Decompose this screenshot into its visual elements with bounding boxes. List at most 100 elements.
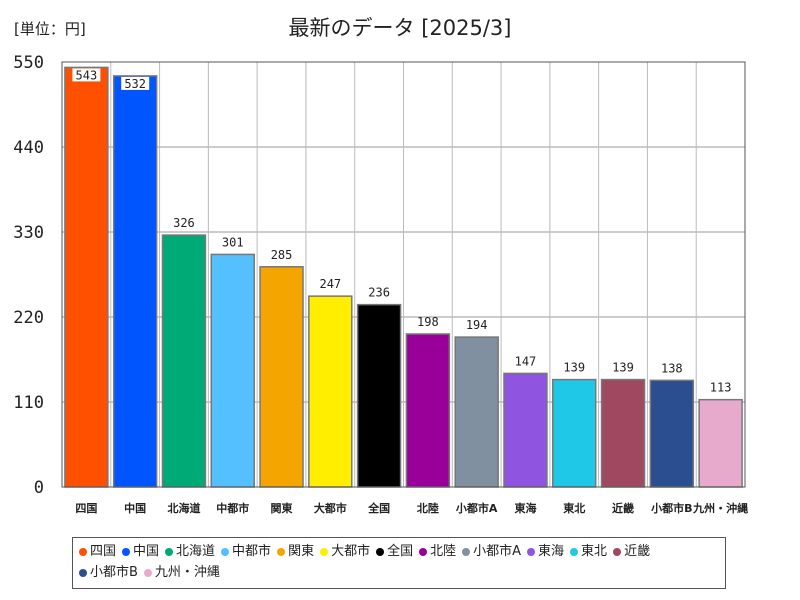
legend-label: 北陸	[430, 544, 457, 559]
data-label: 139	[612, 361, 634, 375]
legend-marker-icon	[143, 568, 152, 577]
data-label: 543	[76, 68, 98, 82]
legend-item: 東北	[570, 541, 607, 562]
bar	[454, 336, 499, 488]
data-label: 198	[417, 315, 439, 329]
bar	[308, 295, 353, 488]
x-tick-label: 近畿	[612, 501, 634, 515]
legend-item: 中国	[122, 541, 159, 562]
bar	[600, 378, 646, 488]
bar	[405, 333, 451, 488]
bar	[112, 75, 158, 488]
legend-marker-icon	[79, 568, 87, 577]
legend-item: 小都市B	[79, 562, 138, 583]
bar	[649, 379, 695, 488]
legend-label: 大都市	[331, 544, 371, 559]
data-label: 247	[319, 277, 341, 291]
legend-item: 全国	[376, 541, 413, 562]
legend-marker-icon	[462, 547, 471, 556]
legend-marker-icon	[165, 547, 174, 556]
legend-label: 東北	[581, 544, 608, 559]
legend: 四国 中国 北海道 中都市 関東 大都市 全国 北陸 小都市A 東海 東北 近畿小都市B 九州・沖縄	[72, 537, 726, 589]
y-axis-ticks: 0 110 220 330 440 550	[13, 53, 44, 498]
unit-label: [単位：円]	[14, 20, 86, 38]
x-tick-label: 関東	[271, 501, 294, 515]
data-label: 326	[173, 216, 195, 230]
x-tick-label: 東北	[563, 501, 585, 515]
bar	[698, 398, 743, 488]
legend-item: 北陸	[419, 541, 456, 562]
legend-item: 九州・沖縄	[143, 562, 220, 583]
legend-item: 近畿	[613, 541, 650, 562]
bars	[64, 66, 743, 488]
legend-label: 中国	[133, 544, 160, 559]
data-label: 139	[563, 361, 585, 375]
x-tick-label: 四国	[75, 502, 97, 515]
bar	[259, 266, 304, 488]
legend-marker-icon	[221, 547, 230, 556]
legend-item: 北海道	[165, 541, 215, 562]
legend-label: 四国	[90, 544, 117, 559]
bar	[552, 378, 597, 488]
bar	[161, 234, 207, 488]
data-label: 138	[661, 361, 683, 375]
legend-label: 小都市A	[473, 544, 522, 559]
x-tick-label: 中国	[124, 501, 146, 515]
legend-label: 東海	[538, 544, 565, 559]
data-label: 194	[466, 318, 488, 332]
data-label-bg	[72, 68, 101, 82]
legend-item: 小都市A	[462, 541, 521, 562]
legend-marker-icon	[613, 547, 622, 556]
data-labels: 543 532 326 301 285 247 236 198 194 147 139 139 138 1…	[72, 68, 732, 395]
x-tick-label: 全国	[367, 501, 390, 515]
legend-item: 関東	[277, 541, 314, 562]
y-tick-label: 110	[13, 393, 44, 413]
y-tick-label: 550	[13, 53, 44, 73]
legend-item: 大都市	[320, 541, 370, 562]
y-tick-label: 330	[13, 223, 44, 243]
legend-label: 全国	[387, 544, 414, 559]
legend-label: 近畿	[624, 544, 651, 559]
x-tick-label: 九州・沖縄	[692, 501, 748, 515]
x-axis-ticks: 四国 中国 北海道 中都市 関東 大都市 全国 北陸 小都市A 東海 東北 近畿 小都市B 九州・沖縄	[75, 501, 748, 515]
x-tick-label: 小都市A	[455, 501, 498, 515]
legend-marker-icon	[79, 547, 87, 556]
data-label: 301	[222, 235, 244, 249]
data-label: 532	[124, 77, 146, 91]
data-label: 147	[515, 354, 537, 368]
legend-marker-icon	[570, 547, 579, 556]
x-tick-label: 東海	[514, 501, 536, 515]
legend-item: 中都市	[221, 541, 271, 562]
bar	[64, 66, 109, 488]
data-label: 285	[271, 248, 293, 262]
legend-marker-icon	[122, 547, 131, 556]
x-tick-label: 北海道	[167, 501, 200, 515]
legend-label: 小都市B	[90, 565, 138, 580]
bar	[503, 372, 548, 488]
legend-item: 東海	[527, 541, 564, 562]
legend-item: 四国	[79, 541, 116, 562]
legend-label: 九州・沖縄	[154, 565, 220, 580]
bar	[210, 253, 255, 488]
x-tick-label: 小都市B	[650, 501, 692, 515]
x-tick-label: 大都市	[314, 501, 347, 515]
legend-label: 中都市	[232, 544, 272, 559]
x-tick-label: 北陸	[417, 501, 439, 515]
legend-marker-icon	[277, 547, 286, 556]
data-label-bg	[121, 76, 150, 90]
legend-marker-icon	[376, 547, 385, 556]
legend-label: 関東	[288, 544, 315, 559]
data-label: 113	[710, 381, 732, 395]
plot-frame	[61, 61, 746, 488]
legend-marker-icon	[419, 547, 428, 556]
chart-title: 最新のデータ [2025/3]	[288, 16, 512, 40]
legend-marker-icon	[527, 547, 536, 556]
y-tick-label: 0	[34, 478, 44, 498]
legend-label: 北海道	[176, 544, 216, 559]
y-tick-label: 220	[13, 308, 44, 328]
bar	[356, 303, 402, 488]
legend-marker-icon	[320, 547, 329, 556]
data-label: 236	[368, 286, 390, 300]
y-tick-label: 440	[13, 138, 44, 158]
